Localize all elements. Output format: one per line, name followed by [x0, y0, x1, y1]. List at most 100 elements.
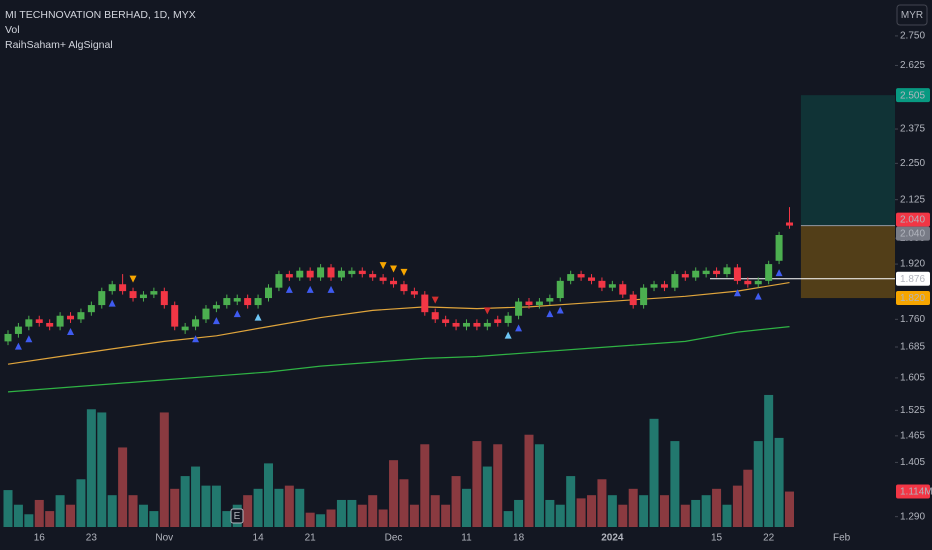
candle-body: [369, 274, 377, 278]
candle-body: [348, 270, 356, 275]
signal-marker: [379, 262, 387, 270]
volume-bar: [149, 511, 159, 527]
candle-body: [765, 264, 773, 281]
y-tick-label: 2.250: [900, 158, 925, 169]
volume-bar: [534, 444, 544, 527]
volume-bar: [55, 495, 65, 527]
candle-body: [129, 291, 137, 299]
candle-body: [421, 294, 429, 313]
volume-bar: [274, 488, 284, 527]
volume-bar: [545, 499, 555, 527]
volume-bar: [222, 511, 232, 527]
y-tick-label: 1.405: [900, 457, 925, 468]
signal-marker: [390, 265, 398, 273]
candle-body: [744, 280, 752, 285]
volume-bar: [45, 511, 55, 527]
candle-body: [265, 287, 272, 299]
candle-body: [671, 274, 679, 288]
volume-bar: [347, 499, 357, 527]
price-badge-label: 1.114M: [900, 487, 932, 498]
currency-label[interactable]: MYR: [901, 10, 923, 21]
candle-body: [390, 280, 398, 285]
candle-body: [733, 267, 741, 281]
y-tick-label: 1.685: [900, 342, 925, 353]
candle-body: [306, 270, 314, 278]
candle-body: [598, 280, 606, 288]
signal-marker: [129, 275, 137, 283]
candle-body: [546, 298, 554, 302]
signal-marker: [556, 306, 564, 314]
candle-body: [358, 270, 366, 275]
candle-body: [410, 291, 418, 295]
candle-body: [650, 284, 658, 288]
signal-marker: [233, 310, 241, 318]
volume-bar: [409, 504, 419, 527]
y-tick-label: 1.920: [900, 259, 925, 270]
x-tick-label: Dec: [385, 533, 403, 544]
volume-bar: [399, 479, 409, 527]
candle-body: [713, 270, 721, 275]
candle-body: [681, 274, 689, 278]
volume-bar: [159, 412, 169, 527]
volume-bar: [743, 469, 753, 527]
x-tick-label: 18: [513, 533, 525, 544]
volume-bar: [680, 504, 690, 527]
candle-body: [483, 322, 491, 327]
candle-body: [556, 280, 564, 299]
signal-marker: [400, 268, 408, 276]
signal-marker: [327, 285, 335, 293]
signal-marker: [515, 324, 523, 332]
signal-marker: [14, 342, 22, 350]
earnings-marker[interactable]: [230, 508, 244, 524]
volume-bar: [503, 511, 513, 527]
volume-bar: [170, 488, 180, 527]
candle-body: [139, 294, 147, 299]
volume-bar: [607, 495, 617, 527]
volume-bar: [441, 504, 451, 527]
volume-bar: [97, 412, 107, 527]
candle-body: [786, 222, 793, 226]
candle-body: [723, 267, 731, 275]
volume-bar: [524, 434, 534, 527]
candle-body: [567, 274, 575, 281]
candle-body: [233, 298, 241, 302]
candle-body: [494, 319, 502, 323]
y-tick-label: 1.605: [900, 373, 925, 384]
volume-bar: [774, 437, 784, 527]
candle-body: [619, 284, 627, 295]
signal-marker: [504, 331, 512, 339]
volume-bar: [587, 495, 597, 527]
moving-average: [7, 326, 790, 393]
candle-body: [46, 322, 54, 327]
signal-marker: [775, 269, 783, 277]
candle-body: [629, 294, 637, 306]
candle-body: [98, 291, 106, 306]
candle-body: [400, 284, 408, 292]
x-tick-label: 23: [86, 533, 98, 544]
candle-body: [660, 284, 668, 288]
volume-bar: [326, 509, 336, 527]
candle-body: [14, 326, 22, 334]
y-tick-label: 1.525: [900, 405, 925, 416]
moving-average: [7, 281, 790, 365]
price-badge: [896, 271, 930, 286]
y-tick-label: 1.290: [900, 511, 925, 522]
candle-body: [67, 315, 75, 320]
candle-body: [442, 319, 450, 323]
price-badge: [896, 484, 930, 499]
candle-body: [202, 308, 210, 320]
signal-marker: [25, 335, 33, 343]
volume-bar: [316, 514, 326, 527]
volume-bar: [639, 495, 649, 527]
plot-layer: [3, 95, 895, 527]
price-badge: [896, 212, 930, 227]
volume-bar: [628, 488, 638, 527]
volume-bar: [336, 499, 346, 527]
candle-body: [181, 326, 189, 331]
candle-body: [223, 298, 231, 306]
candle-body: [25, 319, 33, 327]
earnings-label[interactable]: E: [234, 511, 241, 522]
volume-bar: [764, 394, 774, 527]
indicator-label: RaihSaham+ AlgSignal: [5, 39, 113, 51]
currency-button[interactable]: [896, 4, 928, 26]
